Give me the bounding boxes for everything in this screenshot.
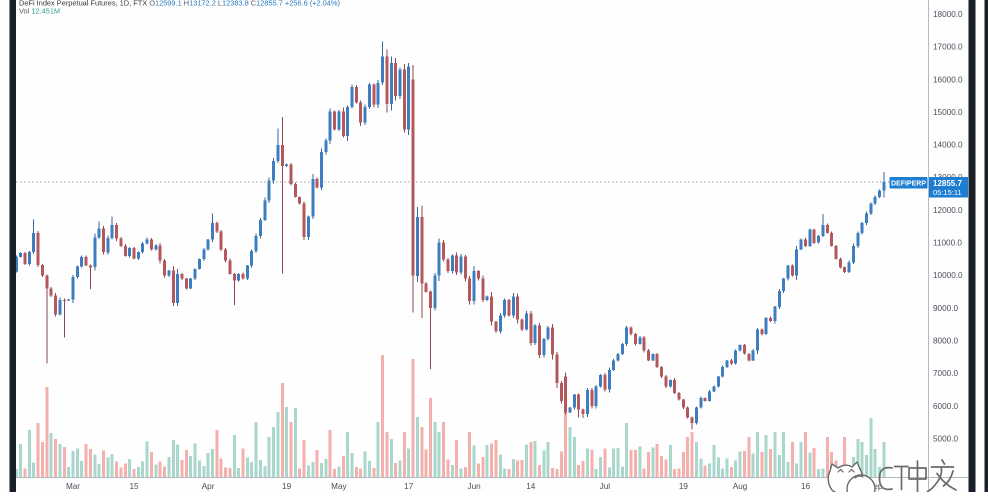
svg-text:11000.0: 11000.0: [933, 239, 962, 248]
svg-text:12855.7: 12855.7: [933, 179, 962, 188]
svg-text:12000.0: 12000.0: [933, 206, 963, 215]
svg-text:Vol 12.451M: Vol 12.451M: [19, 7, 60, 16]
svg-text:Jun: Jun: [467, 482, 481, 491]
svg-text:17000.0: 17000.0: [933, 43, 963, 52]
svg-text:10000.0: 10000.0: [933, 271, 963, 280]
svg-text:Mar: Mar: [66, 482, 80, 491]
svg-text:15: 15: [129, 482, 139, 491]
svg-text:5000.0: 5000.0: [933, 434, 958, 443]
svg-text:05:15:11: 05:15:11: [933, 188, 962, 197]
svg-text:9000.0: 9000.0: [933, 304, 958, 313]
svg-text:16000.0: 16000.0: [933, 75, 963, 84]
svg-text:19: 19: [679, 482, 689, 491]
svg-text:8000.0: 8000.0: [933, 337, 958, 346]
svg-text:18000.0: 18000.0: [933, 10, 963, 19]
svg-text:16: 16: [801, 482, 811, 491]
svg-text:19: 19: [282, 482, 292, 491]
svg-text:17: 17: [404, 482, 414, 491]
svg-text:DeFi Index Perpetual Futures,: DeFi Index Perpetual Futures, 1D, FTX O1…: [19, 0, 340, 8]
svg-text:6000.0: 6000.0: [933, 402, 958, 411]
svg-text:DEFIPERP: DEFIPERP: [891, 181, 926, 188]
svg-text:Jul: Jul: [600, 482, 611, 491]
svg-text:Aug: Aug: [733, 482, 748, 491]
svg-text:14000.0: 14000.0: [933, 141, 963, 150]
svg-text:15000.0: 15000.0: [933, 108, 963, 117]
svg-text:May: May: [331, 482, 347, 491]
svg-text:14: 14: [526, 482, 536, 491]
svg-text:7000.0: 7000.0: [933, 369, 958, 378]
svg-text:Apr: Apr: [202, 482, 215, 491]
